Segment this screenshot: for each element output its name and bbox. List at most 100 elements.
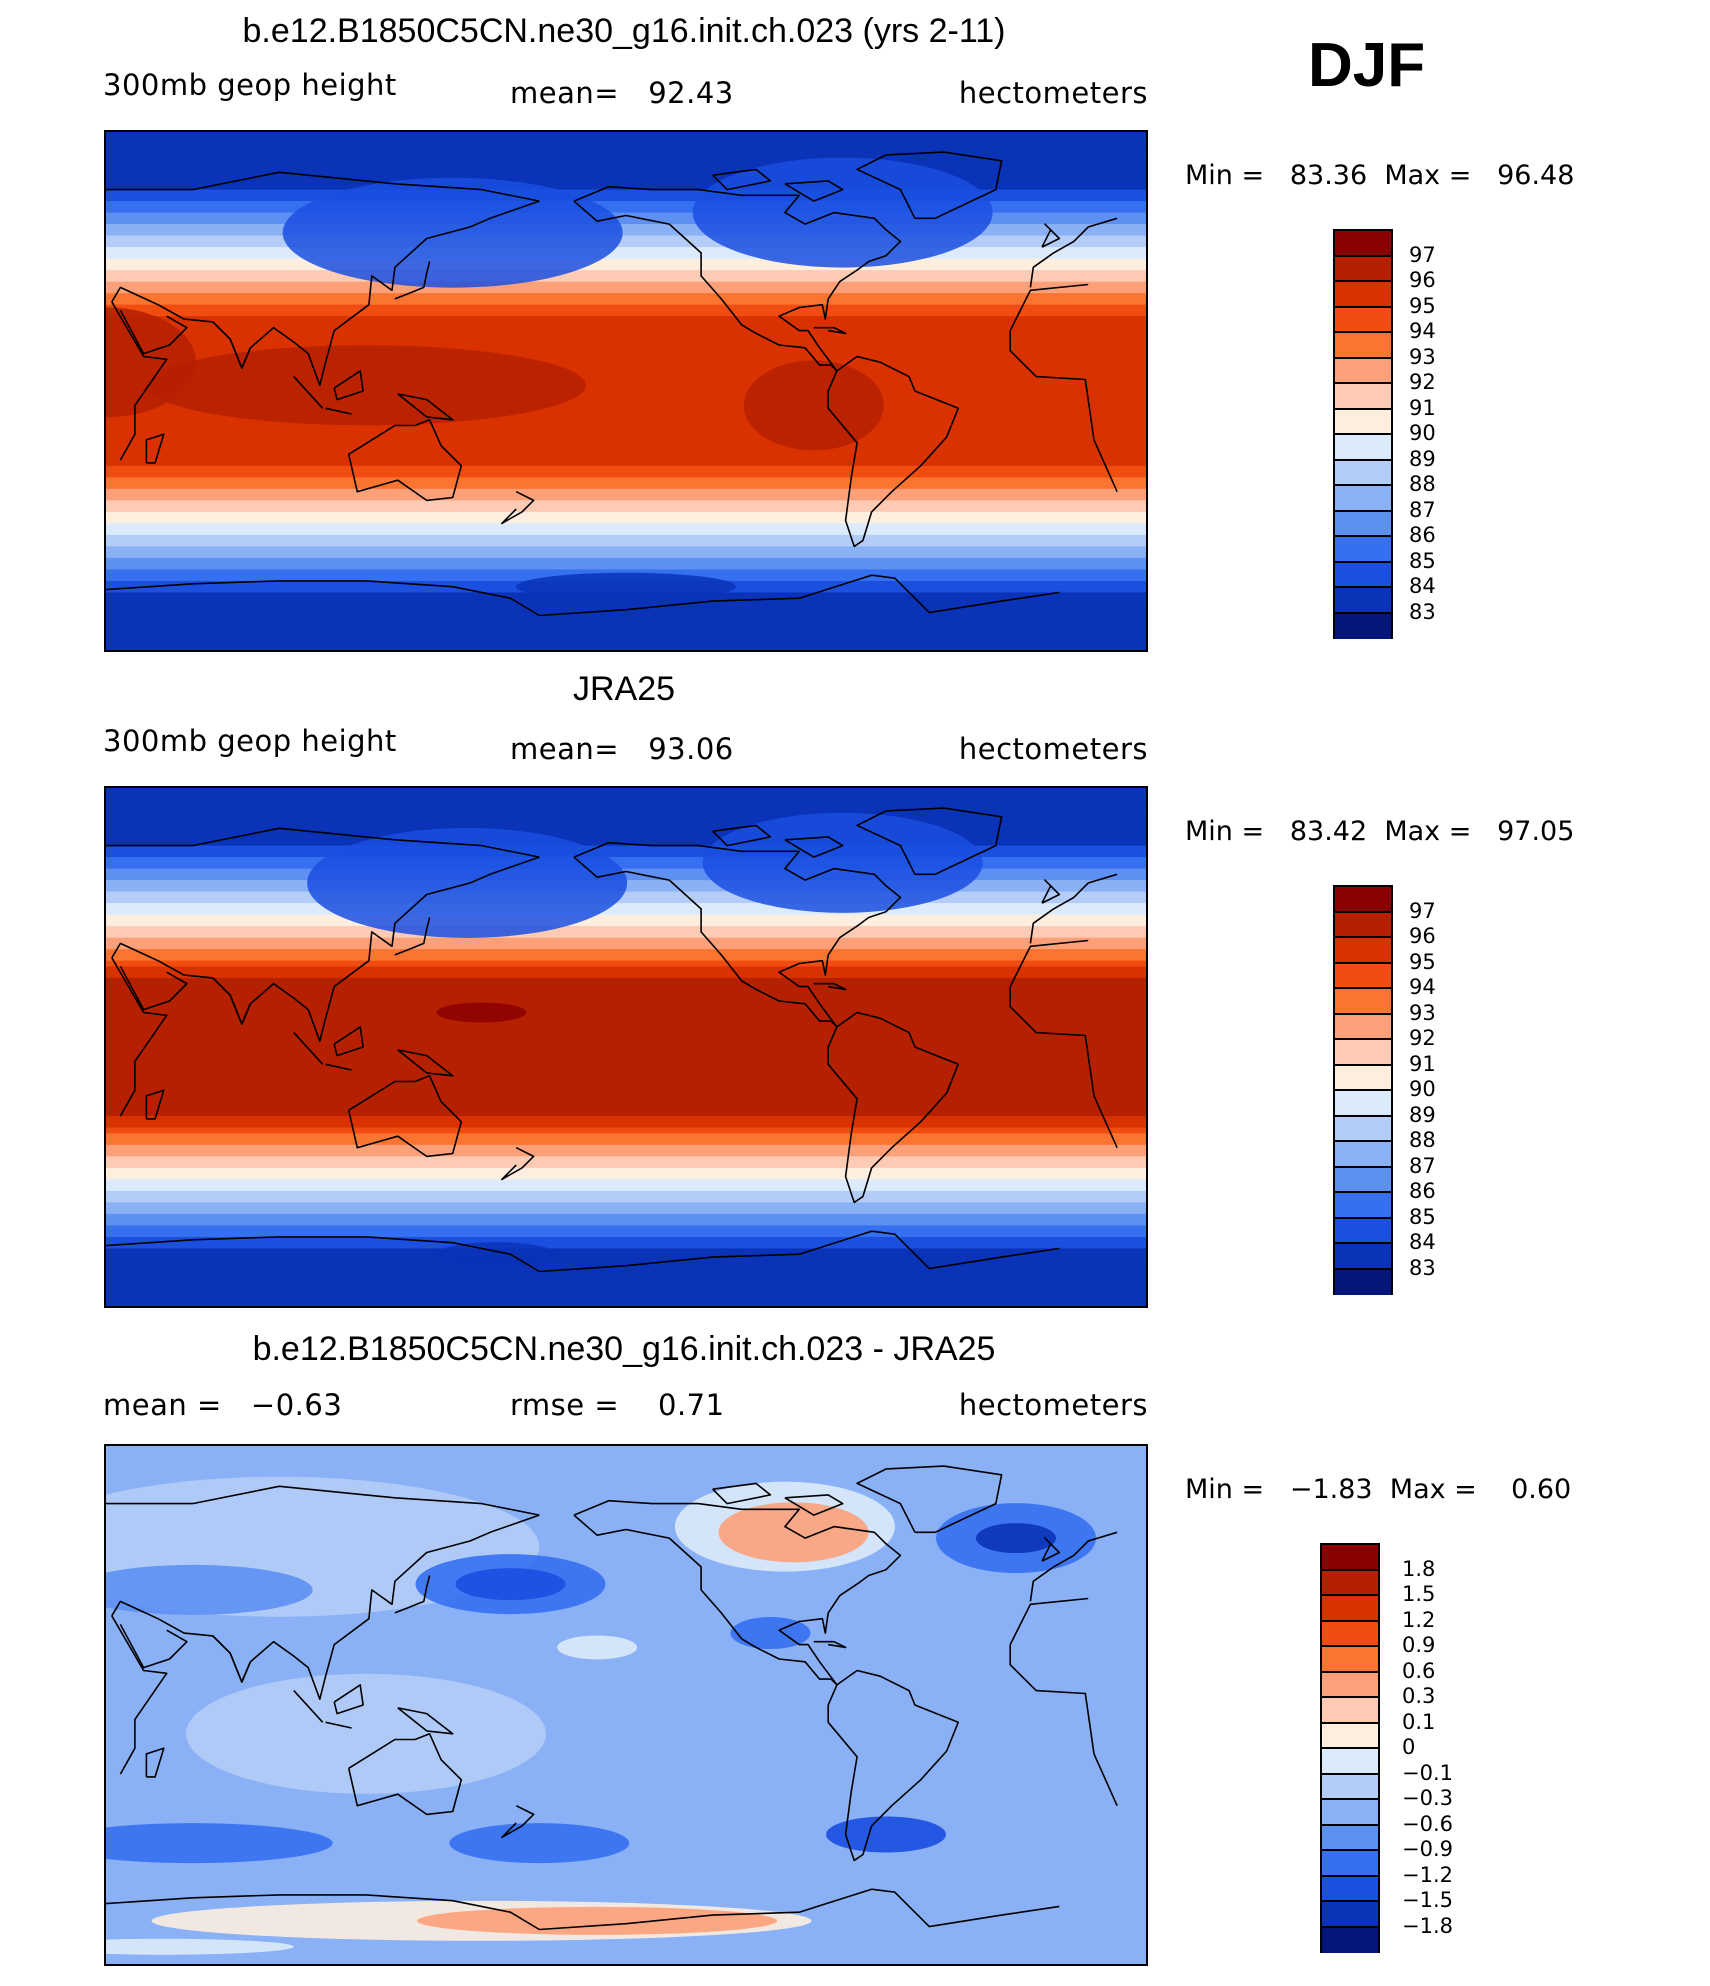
height-band [106,598,1146,605]
height-band [106,788,1146,795]
height-band [106,908,1146,916]
coastline [145,433,165,464]
height-band [106,989,1146,996]
colorbar-swatch [1333,1191,1393,1219]
height-band [106,350,1146,358]
height-band [106,339,1146,346]
height-band [106,137,1146,145]
anomaly-blob [436,1002,527,1023]
height-band [106,557,1146,565]
height-band [106,552,1146,559]
colorbar-swatch [1320,1798,1380,1826]
height-band [106,891,1146,898]
height-band [106,166,1146,173]
colorbar-swatch [1333,229,1393,257]
colorbar-swatch [1333,382,1393,410]
colorbar-swatch [1333,1038,1393,1066]
coastline [333,370,364,401]
colorbar-swatch [1333,1165,1393,1193]
height-band [106,1213,1146,1221]
coastline [111,939,1118,1149]
height-band [106,298,1146,306]
panel-1-mean: mean= 92.43 [510,76,734,110]
colorbar-label: 1.8 [1402,1556,1436,1581]
anomaly-blob [455,1568,566,1601]
coastline [325,1721,352,1729]
panel-3-map [104,1444,1148,1966]
height-band [106,1041,1146,1048]
colorbar-swatch [1333,433,1393,461]
panel-2-title: JRA25 [572,670,676,708]
coastline [394,261,431,300]
coastline [501,490,535,525]
coastline [573,841,902,1028]
coastline [573,1499,902,1686]
coastline [856,1465,1003,1534]
colorbar-label: 97 [1409,242,1436,267]
height-band [106,1277,1146,1284]
coastline [347,419,463,502]
coastline [111,1514,540,1700]
height-band [106,839,1146,847]
coastline [501,1146,535,1181]
height-band [106,1185,1146,1192]
height-band [106,546,1146,553]
colorbar-label: 95 [1409,949,1436,974]
height-band [106,1023,1146,1031]
coastline [394,1575,431,1614]
colorbar-label: 85 [1409,1204,1436,1229]
colorbar-swatch [1320,1568,1380,1596]
height-band [106,431,1146,438]
height-band [106,224,1146,231]
height-band [106,1265,1146,1273]
colorbar-swatch [1320,1823,1380,1851]
height-band [106,488,1146,496]
height-band [106,1156,1146,1163]
colorbar-swatch [1320,1772,1380,1800]
colorbar-swatch [1333,611,1393,639]
colorbar-label: 0 [1402,1735,1416,1759]
panel-3-units: hectometers [958,1388,1148,1422]
panel-3-title: b.e12.B1850C5CN.ne30_g16.init.ch.023 - J… [252,1330,996,1368]
height-band [106,247,1146,254]
height-band [106,172,1146,179]
coastline [827,1011,959,1204]
coastline [111,856,540,1042]
coastline [573,1514,838,1686]
height-band [106,414,1146,421]
height-band [106,897,1146,904]
height-band [106,241,1146,248]
coastline [212,1635,252,1683]
anomaly-blob [282,177,623,288]
height-band [106,954,1146,962]
height-band [106,402,1146,409]
height-band [106,149,1146,156]
height-band [106,293,1146,300]
coastline [573,856,838,1028]
anomaly-blob [436,1242,556,1267]
height-band [106,1075,1146,1083]
anomaly-blob [186,1673,546,1794]
height-band [106,500,1146,507]
height-band [106,851,1146,858]
coastline [397,1707,454,1735]
colorbar-swatch [1333,509,1393,537]
height-band [106,1093,1146,1100]
colorbar-label: 0.6 [1402,1658,1436,1683]
height-band [106,460,1146,467]
colorbar-swatch [1320,1925,1380,1953]
coastline [212,977,252,1025]
height-band [106,385,1146,392]
height-band [106,1000,1146,1008]
panel-3-mean: mean = −0.63 [103,1388,343,1422]
height-band [106,1070,1146,1077]
colorbar-label: 92 [1409,370,1436,394]
height-band [106,1098,1146,1106]
height-band [106,540,1146,547]
height-band [106,1064,1146,1071]
anomaly-blob [976,1523,1056,1554]
height-band [106,983,1146,991]
colorbar-label: −0.6 [1402,1811,1453,1836]
height-band [106,1167,1146,1175]
anomaly-blob [692,157,993,268]
